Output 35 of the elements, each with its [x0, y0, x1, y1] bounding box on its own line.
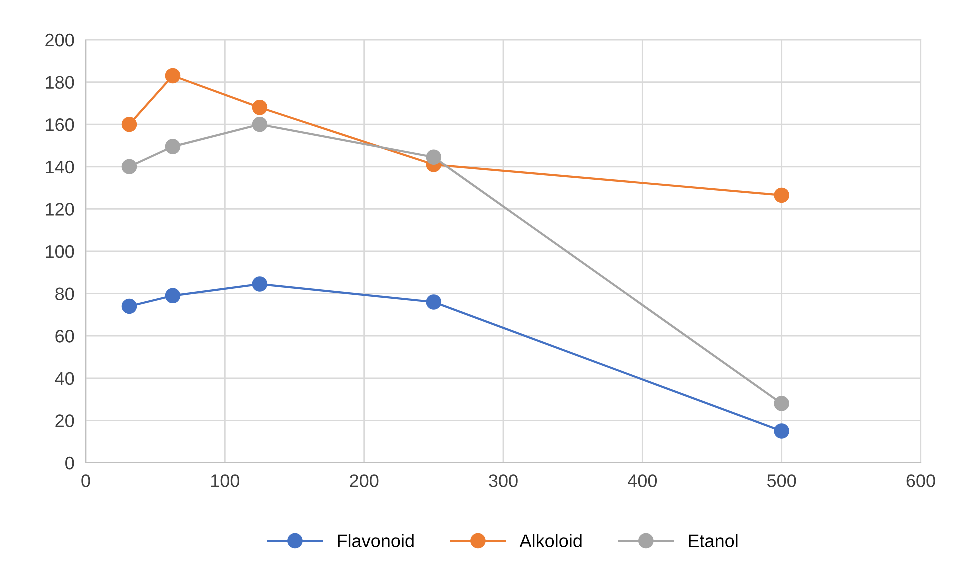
point [774, 424, 790, 439]
legend-label: Etanol [689, 534, 738, 548]
x-tick-label: 300 [489, 474, 518, 488]
y-tick-label: 80 [56, 288, 74, 301]
y-tick-label: 140 [46, 160, 74, 174]
y-tick-label: 120 [46, 203, 74, 216]
point [122, 298, 138, 314]
point [165, 288, 181, 304]
y-tick-label: 180 [46, 76, 74, 90]
y-tick-label: 60 [56, 330, 74, 343]
point [252, 116, 268, 132]
point [122, 116, 138, 132]
x-tick-label: 400 [628, 474, 658, 488]
point [165, 68, 181, 84]
point [165, 139, 181, 154]
point [774, 188, 790, 204]
y-tick-label: 100 [46, 245, 74, 258]
x-tick-label: 100 [211, 474, 240, 488]
x-tick-label: 0 [82, 474, 90, 488]
y-tick-label: 200 [46, 34, 74, 47]
point [252, 276, 268, 292]
x-tick-label: 500 [767, 474, 796, 488]
point [122, 159, 138, 175]
point [252, 100, 268, 116]
legend-label: Alkoloid [520, 534, 582, 548]
legend-label: Flavonoid [338, 534, 414, 548]
point [426, 294, 442, 310]
x-tick-label: 600 [906, 474, 936, 488]
y-tick-label: 160 [46, 118, 74, 132]
point [774, 396, 790, 412]
point [426, 150, 442, 166]
y-tick-label: 40 [55, 372, 74, 386]
y-tick-label: 0 [66, 456, 74, 470]
y-tick-label: 20 [56, 414, 74, 428]
x-tick-label: 200 [350, 474, 379, 488]
